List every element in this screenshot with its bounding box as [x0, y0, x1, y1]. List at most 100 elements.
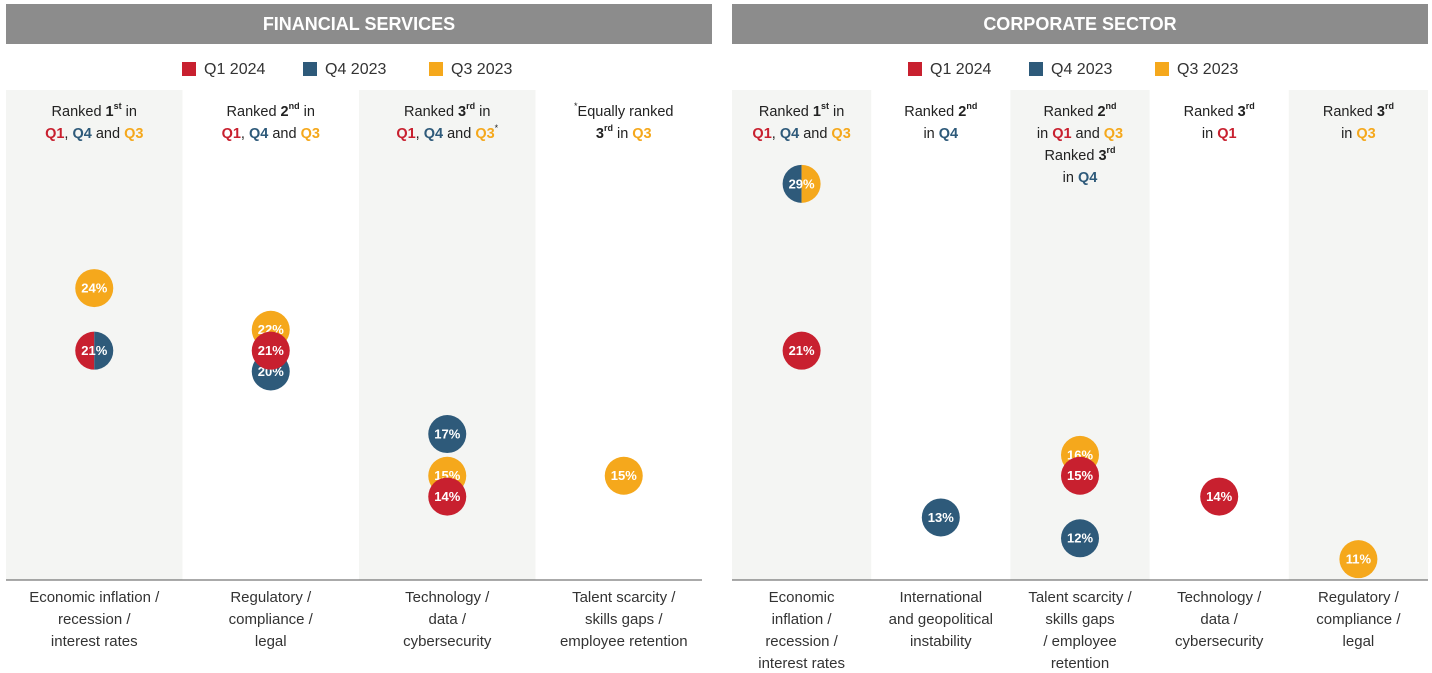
category-label: International	[900, 589, 983, 606]
rank-note-part: and	[443, 126, 475, 142]
category-label: Technology /	[405, 589, 490, 606]
rank-note-part: Q4	[939, 126, 958, 142]
category-label: instability	[910, 633, 972, 650]
dot	[1061, 456, 1099, 495]
dot	[1200, 477, 1239, 516]
category-label: recession /	[765, 633, 838, 650]
dot-half	[94, 331, 114, 370]
rank-note-part: in	[1037, 126, 1052, 142]
panel-title: FINANCIAL SERVICES	[263, 14, 455, 34]
rank-note-part: in	[122, 104, 137, 120]
rank-note-part: in	[1063, 170, 1078, 186]
value-label: 15%	[611, 468, 637, 483]
rank-note-part: ,	[772, 126, 780, 142]
rank-note-part: Ranked	[1184, 104, 1238, 120]
rank-note-part: st	[114, 101, 122, 111]
rank-note-part: Q3	[475, 126, 494, 142]
rank-note-part: Q4	[424, 126, 443, 142]
rank-note-part: Ranked	[904, 104, 958, 120]
panel-header	[732, 4, 1428, 44]
dot	[921, 498, 960, 537]
rank-note-part: Ranked	[759, 104, 813, 120]
category-label: data /	[428, 611, 466, 628]
rank-note-part: Ranked	[1323, 104, 1377, 120]
rank-note-part: st	[821, 101, 829, 111]
rank-note-part: in	[923, 126, 938, 142]
category-label: Talent scarcity /	[572, 589, 676, 606]
rank-note-part: and	[92, 126, 124, 142]
rank-note-part: Q3	[1356, 126, 1375, 142]
rank-note-part: *	[574, 101, 578, 111]
category-label: cybersecurity	[403, 633, 492, 650]
category-label: Economic	[769, 589, 835, 606]
rank-note-part: 2	[958, 104, 966, 120]
category-label: Technology /	[1177, 589, 1262, 606]
rank-note: Q1, Q4 and Q3*	[396, 123, 498, 141]
rank-note: Ranked 2nd	[1043, 101, 1116, 119]
dot-half	[75, 331, 95, 370]
dot-half	[782, 164, 802, 203]
rank-note-part: Q4	[72, 126, 91, 142]
category-label: cybersecurity	[1175, 633, 1264, 650]
legend-swatch	[182, 62, 196, 76]
rank-note-part: Q1	[396, 126, 415, 142]
rank-note: Ranked 3rd	[1323, 101, 1394, 119]
legend-label: Q3 2023	[1177, 61, 1238, 78]
rank-note: in Q1	[1202, 126, 1237, 142]
rank-note: Q1, Q4 and Q3	[222, 126, 320, 142]
rank-note-part: Q1	[45, 126, 64, 142]
category-label: retention	[1051, 655, 1109, 672]
rank-note-part: in	[1341, 126, 1356, 142]
dot	[1061, 519, 1099, 558]
rank-note-part: rd	[1107, 145, 1116, 155]
category-label: employee retention	[560, 633, 688, 650]
dot	[251, 331, 290, 370]
rank-note-part: rd	[466, 101, 475, 111]
legend-label: Q1 2024	[204, 61, 265, 78]
legend-swatch	[1155, 62, 1169, 76]
value-label: 14%	[1206, 489, 1232, 504]
rank-note-part: rd	[604, 123, 613, 133]
rank-note-part: Q1	[1217, 126, 1236, 142]
category-label: skills gaps /	[585, 611, 663, 628]
rank-note: Q1, Q4 and Q3	[45, 126, 143, 142]
rank-note-part: 3	[596, 126, 604, 142]
rank-note: Ranked 2nd	[904, 101, 977, 119]
rank-note-part: Q3	[301, 126, 320, 142]
value-label: 21%	[789, 343, 815, 358]
category-label: interest rates	[758, 655, 845, 672]
legend-swatch	[303, 62, 317, 76]
category-label: legal	[1343, 633, 1375, 650]
category-label: and geopolitical	[889, 611, 993, 628]
dot	[75, 269, 114, 308]
rank-note: *Equally ranked	[574, 101, 673, 119]
category-label: recession /	[58, 611, 131, 628]
rank-note-part: Q1	[222, 126, 241, 142]
category-label: compliance /	[229, 611, 314, 628]
rank-note-part: in	[829, 104, 844, 120]
rank-note-part: 3	[1377, 104, 1385, 120]
value-label: 12%	[1067, 531, 1093, 546]
dot	[428, 415, 467, 454]
value-label: 29%	[789, 176, 815, 191]
dot-half	[801, 164, 821, 203]
value-label: 21%	[258, 343, 284, 358]
rank-note-part: Q4	[780, 126, 799, 142]
legend-label: Q4 2023	[1051, 61, 1112, 78]
rank-note-part: and	[268, 126, 300, 142]
panel-header	[6, 4, 712, 44]
rank-note: in Q4	[923, 126, 958, 142]
category-label: Regulatory /	[1318, 589, 1400, 606]
column-band	[1010, 90, 1150, 580]
rank-note: Ranked 1st in	[52, 101, 137, 119]
rank-note: in Q1 and Q3	[1037, 126, 1123, 142]
rank-note-part: 2	[1097, 104, 1105, 120]
rank-note-part: Q3	[1104, 126, 1123, 142]
rank-note-part: nd	[966, 101, 977, 111]
legend-swatch	[429, 62, 443, 76]
rank-note-part: 2	[281, 104, 289, 120]
value-label: 24%	[81, 281, 107, 296]
rank-note-part: Ranked	[404, 104, 458, 120]
rank-note-part: Equally ranked	[578, 104, 674, 120]
